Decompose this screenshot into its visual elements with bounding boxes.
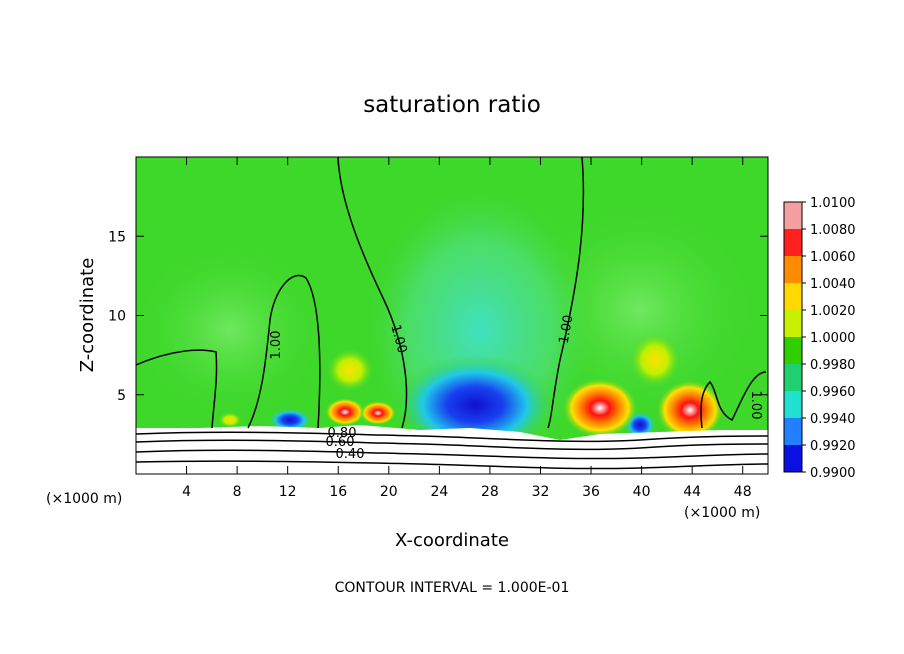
colorbar-swatch [784,310,802,337]
colorbar-swatch [784,283,802,310]
contour-interval-note: CONTOUR INTERVAL = 1.000E-01 [335,580,570,596]
plot-area [136,157,768,474]
blue-patch-small-1 [268,408,312,432]
colorbar-label: 0.9960 [810,385,856,400]
yellow-patch-2 [326,348,374,392]
light-band-left [136,240,330,420]
yellow-patch-1 [629,332,681,388]
contour-label: 1.00 [387,323,409,355]
contour-1.00-central-r [547,157,585,429]
x-tick-label: 8 [233,484,242,500]
colorbar-swatch [784,391,802,418]
x-tick-label: 40 [633,484,651,500]
x-axis-label: X-coordinate [395,530,509,551]
x-tick-label: 32 [532,484,550,500]
y-tick-label: 15 [108,229,126,245]
colorbar-swatch [784,256,802,283]
colorbar-label: 1.0040 [810,277,856,292]
colorbar-label: 0.9900 [810,466,856,481]
colorbar-label: 1.0060 [810,250,856,265]
colorbar-swatch [784,202,802,229]
x-unit-right: (×1000 m) [684,505,760,521]
x-axis-ticks: 4 8 12 16 20 24 28 32 36 40 44 48 [182,157,752,500]
x-tick-label: 28 [481,484,499,500]
contour-label: 1.00 [269,331,284,360]
x-tick-label: 48 [734,484,752,500]
x-unit-left: (×1000 m) [46,491,122,507]
hot-spot-2 [656,380,724,440]
colorbar: 1.0100 1.0080 1.0060 1.0040 1.0020 1.0000 0.99… [783,196,856,481]
colorbar-swatch [784,337,802,364]
x-tick-label: 44 [683,484,701,500]
colorbar-label: 0.9920 [810,439,856,454]
y-axis-ticks: 5 10 15 [108,229,768,404]
colorbar-label: 0.9980 [810,358,856,373]
x-tick-label: 20 [380,484,398,500]
colorbar-label: 1.0080 [810,223,856,238]
contour-lines [136,157,768,470]
hot-spot-4 [360,401,396,425]
contour-1.00-tower [247,275,321,429]
contour-0.80 [136,431,768,443]
contour-1.00-right [700,371,767,429]
colorbar-label: 1.0000 [810,331,856,346]
x-tick-label: 36 [582,484,600,500]
y-tick-label: 10 [108,309,126,325]
hot-spot-1 [562,378,638,438]
contour-0.40 [136,449,768,460]
x-tick-label: 24 [430,484,448,500]
chart-title: saturation ratio [363,92,541,118]
colorbar-label: 0.9940 [810,412,856,427]
contour-label: 1.00 [557,314,577,345]
hot-spot-3 [325,398,365,426]
contour-labels: 1.00 1.00 1.00 1.00 0.80 0.60 0.40 [269,314,763,462]
contour-label: 0.40 [336,447,365,462]
contour-label: 0.60 [326,435,355,450]
y-tick-label: 5 [117,388,126,404]
colorbar-swatch [784,229,802,256]
contour-1.00-left [136,349,218,429]
colorbar-label: 1.0100 [810,196,856,211]
contour-1.00-central [337,157,408,429]
contour-0.60 [136,439,768,451]
colorbar-swatch [784,445,802,472]
x-tick-label: 12 [279,484,297,500]
colorbar-swatch [784,418,802,445]
x-tick-label: 4 [182,484,191,500]
y-axis-label: Z-coordinate [77,258,98,373]
colorbar-swatch [784,364,802,391]
colorbar-label: 1.0020 [810,304,856,319]
yellow-patch-3 [218,412,242,428]
contour-0.20 [136,460,768,470]
contour-label: 1.00 [748,391,763,420]
contour-label: 0.80 [328,426,357,441]
x-tick-label: 16 [329,484,347,500]
